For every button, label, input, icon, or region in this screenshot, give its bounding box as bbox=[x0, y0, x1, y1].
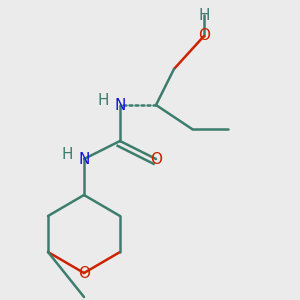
Text: H: H bbox=[98, 93, 109, 108]
Text: N: N bbox=[78, 152, 90, 166]
Text: H: H bbox=[62, 147, 73, 162]
Text: O: O bbox=[198, 28, 210, 44]
Text: N: N bbox=[114, 98, 126, 112]
Text: O: O bbox=[78, 266, 90, 280]
Text: H: H bbox=[198, 8, 210, 22]
Text: O: O bbox=[150, 152, 162, 166]
